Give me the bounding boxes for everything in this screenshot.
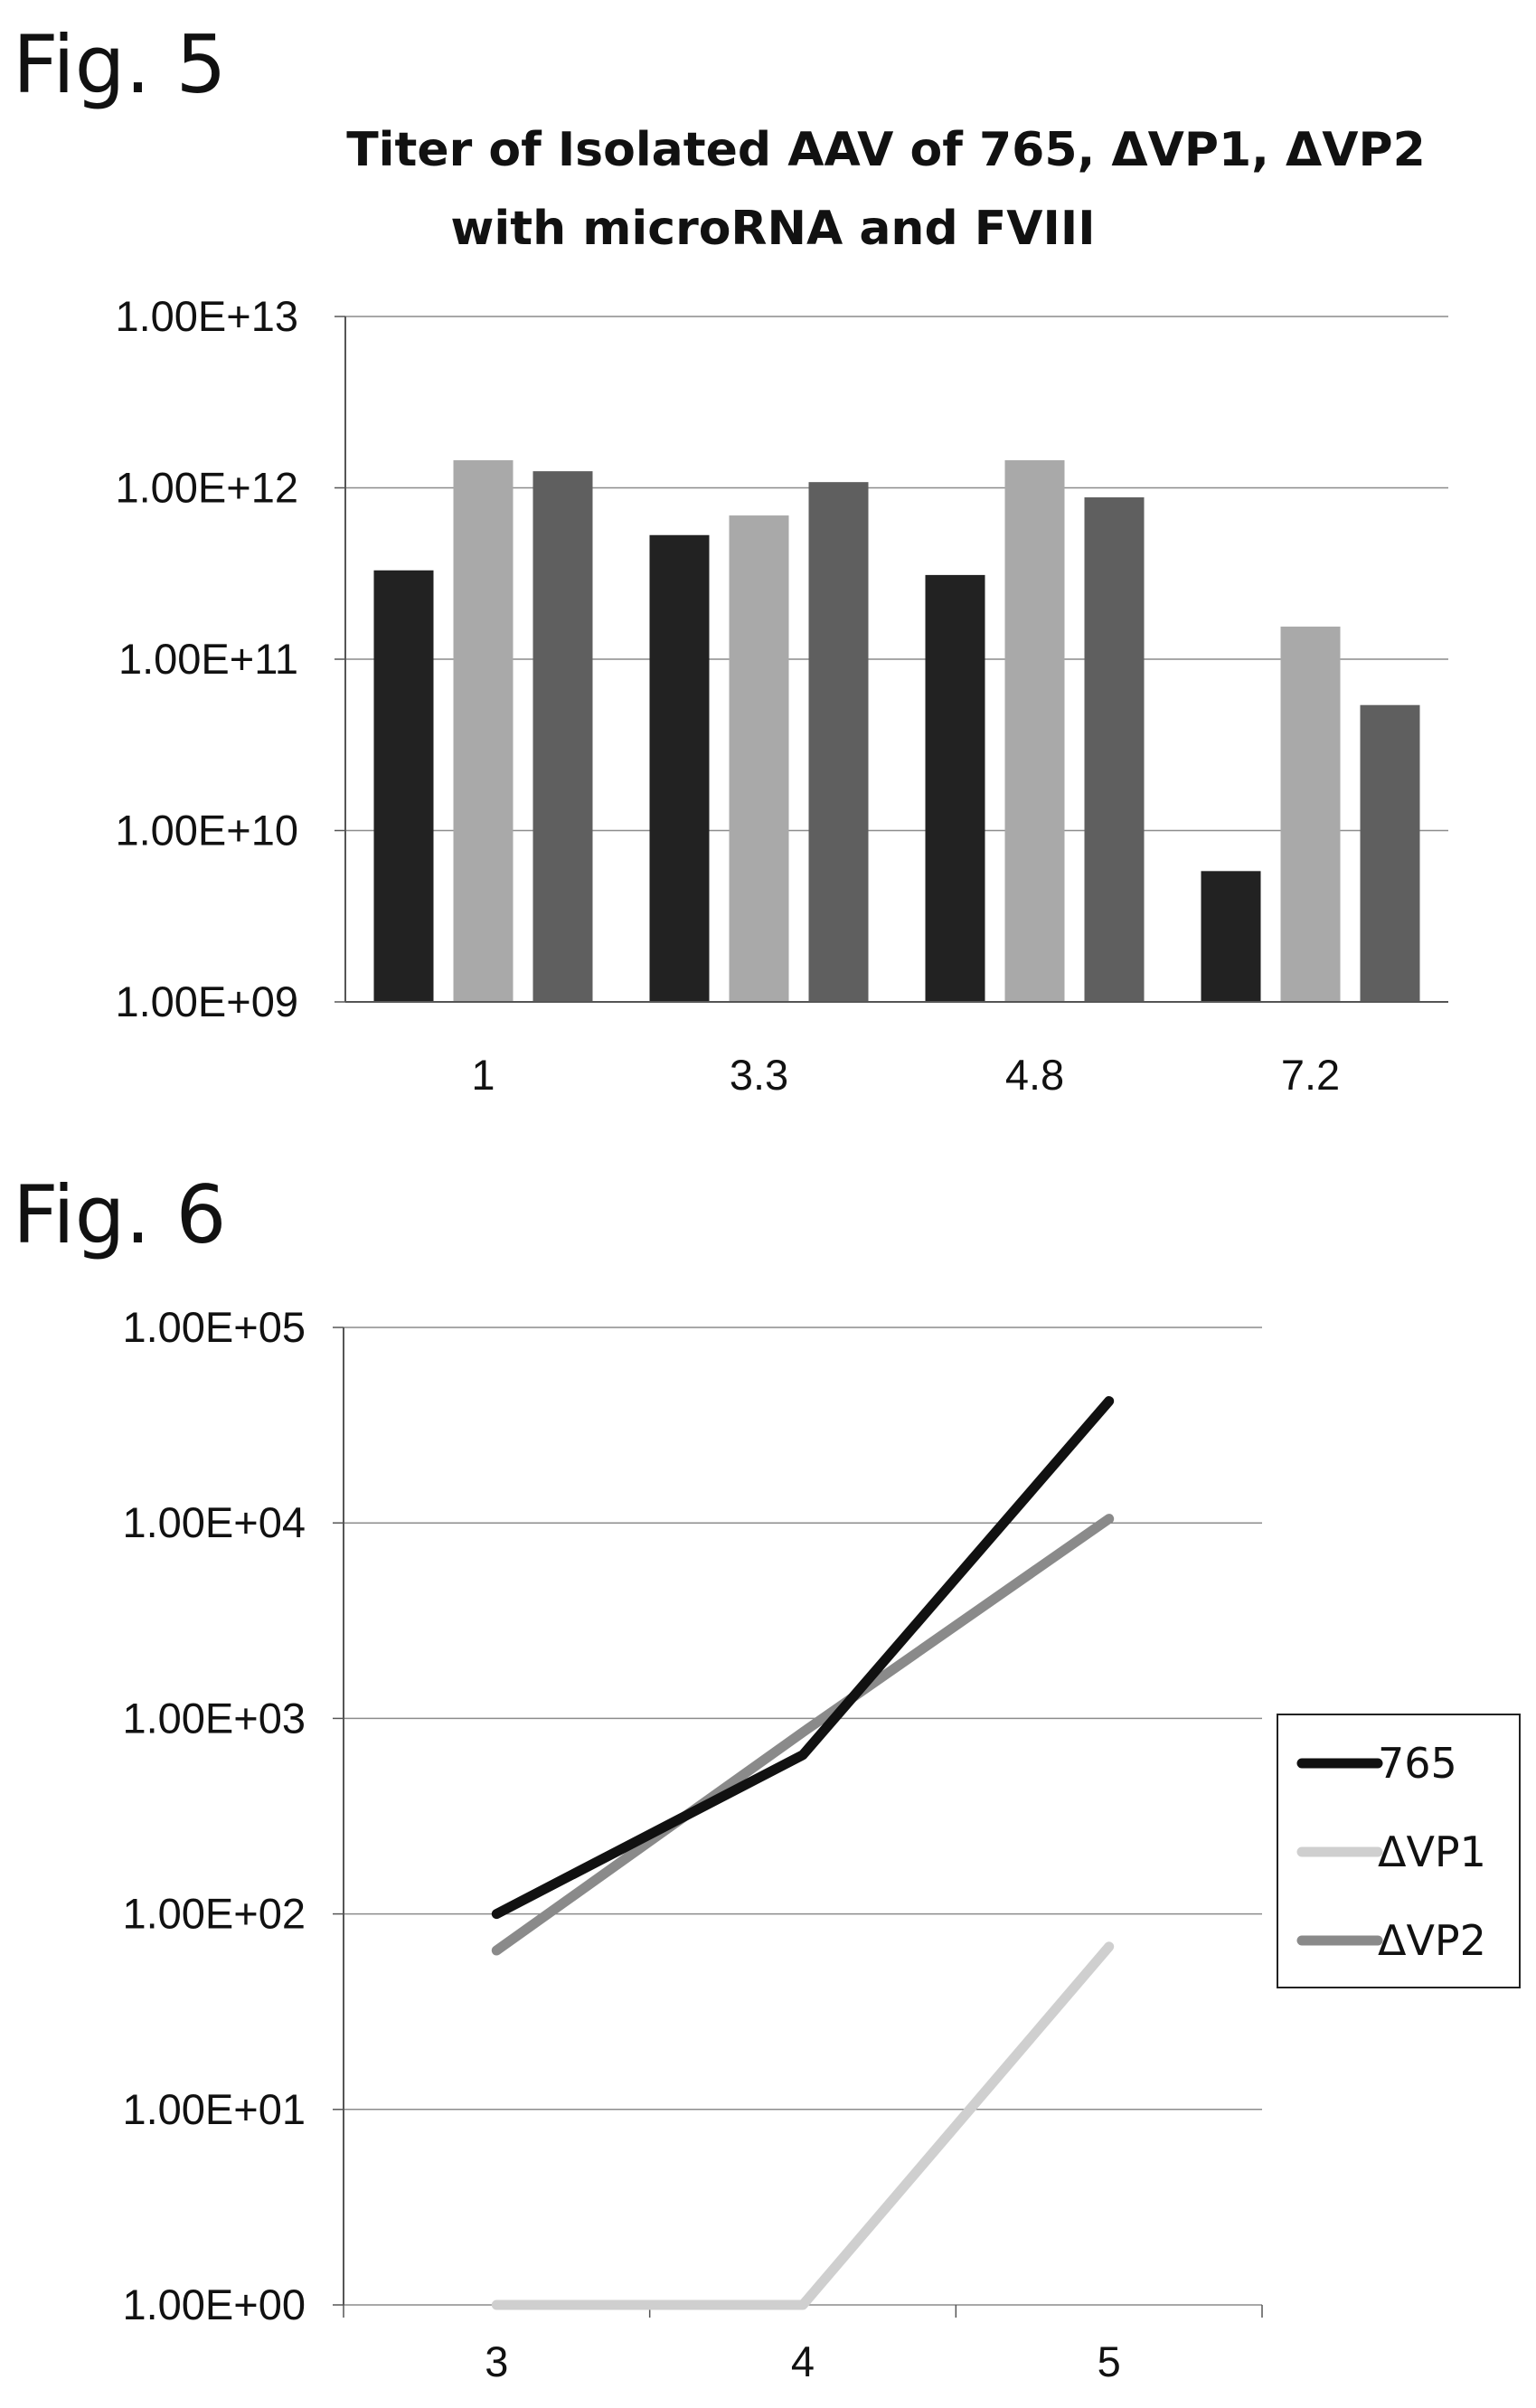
y-tick-label: 1.00E+04 xyxy=(122,1498,306,1546)
series-line-3 xyxy=(496,1519,1108,1950)
legend-label: ΔVP2 xyxy=(1378,1916,1486,1965)
legend: 765 ΔVP1 ΔVP2 xyxy=(1277,1714,1520,1988)
x-tick-label: 4 xyxy=(791,2337,815,2385)
legend-label: ΔVP1 xyxy=(1378,1827,1486,1876)
y-tick-label: 1.00E+01 xyxy=(122,2085,306,2133)
gridlines xyxy=(344,1327,1262,2305)
series-lines xyxy=(496,1402,1108,2306)
y-tick-label: 1.00E+03 xyxy=(122,1694,306,1742)
series-line-2 xyxy=(496,1947,1108,2305)
x-tick-label: 3 xyxy=(485,2337,508,2385)
series-line-1 xyxy=(496,1402,1108,1914)
y-tick-label: 1.00E+00 xyxy=(122,2281,306,2328)
axes xyxy=(333,1327,1262,2318)
x-tick-label: 5 xyxy=(1098,2337,1121,2385)
y-tick-label: 1.00E+02 xyxy=(122,1890,306,1938)
y-tick-label: 1.00E+05 xyxy=(122,1303,306,1351)
legend-label: 765 xyxy=(1378,1739,1457,1788)
